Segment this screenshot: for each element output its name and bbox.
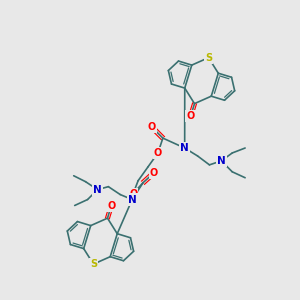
Text: S: S xyxy=(205,53,212,63)
Text: S: S xyxy=(90,259,97,269)
Text: N: N xyxy=(128,194,136,205)
Text: O: O xyxy=(148,122,156,132)
Text: O: O xyxy=(107,201,116,211)
Text: O: O xyxy=(150,168,158,178)
Text: O: O xyxy=(129,189,137,199)
Text: O: O xyxy=(187,111,195,121)
Text: N: N xyxy=(93,184,102,195)
Text: O: O xyxy=(154,148,162,158)
Text: N: N xyxy=(217,156,226,166)
Text: N: N xyxy=(180,143,189,153)
